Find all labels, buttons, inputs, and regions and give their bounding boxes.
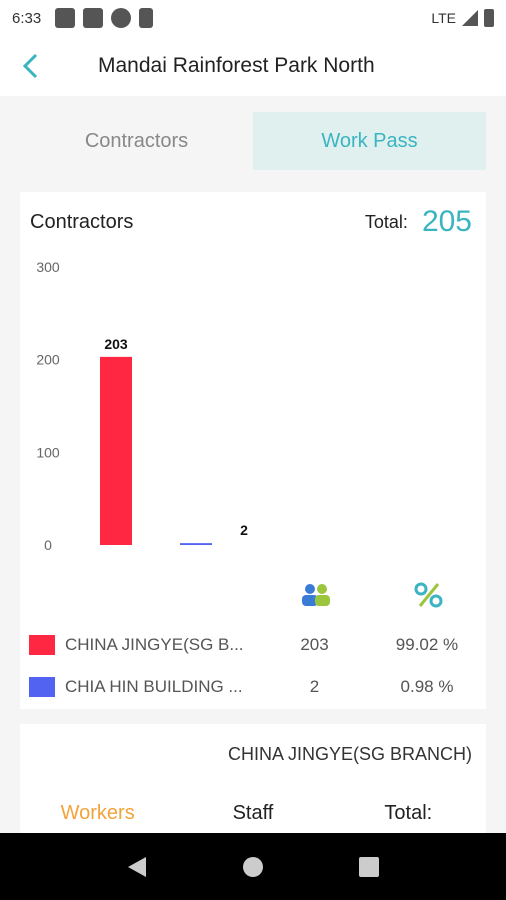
legend-swatch [29, 677, 55, 697]
percent-icon [414, 582, 443, 608]
staff-label[interactable]: Staff [232, 802, 274, 824]
back-nav-button[interactable] [126, 855, 148, 879]
page-title: Mandai Rainforest Park North [98, 54, 375, 77]
workers-label[interactable]: Workers [60, 802, 135, 824]
total-value: 205 [421, 205, 472, 238]
tab-contractors[interactable]: Contractors [84, 129, 189, 152]
signal-icon [462, 10, 478, 26]
legend-swatch [29, 635, 55, 655]
people-icon [302, 584, 330, 606]
legend-count: 203 [300, 635, 329, 654]
legend-percent: 0.98 % [400, 677, 454, 696]
notification-icon [111, 8, 132, 28]
sd-card-icon [139, 8, 154, 28]
y-tick-label: 200 [36, 352, 60, 368]
tab-bar: Contractors Work Pass [20, 112, 486, 170]
app-bar: Mandai Rainforest Park North [0, 36, 506, 96]
back-button[interactable] [0, 36, 60, 96]
total-label: Total: [364, 211, 408, 232]
contractor-detail-card: CHINA JINGYE(SG BRANCH) Workers Staff To… [20, 724, 486, 844]
status-time: 6:33 [12, 9, 42, 27]
y-tick-label: 0 [44, 537, 52, 553]
contractors-chart-card: Contractors Total: 205 0 100 200 300 203 2 CH… [20, 192, 486, 709]
bar-value-label: 203 [104, 336, 128, 352]
network-label: LTE [431, 10, 456, 26]
legend-row[interactable]: CHIA HIN BUILDING ... 2 0.98 % [20, 667, 486, 707]
bar-value-label: 2 [240, 522, 248, 538]
system-nav-bar [0, 833, 506, 900]
column-icons [20, 582, 486, 612]
card-title: Contractors [30, 210, 134, 233]
detail-total-label: Total: [384, 802, 433, 824]
legend-count: 2 [309, 677, 320, 696]
contractor-name: CHINA JINGYE(SG BRANCH) [227, 744, 472, 764]
recents-nav-button[interactable] [358, 856, 380, 878]
legend-row[interactable]: CHINA JINGYE(SG B... 203 99.02 % [20, 625, 486, 665]
bar-chart: 0 100 200 300 203 2 [36, 259, 248, 553]
bar[interactable] [100, 356, 132, 545]
chevron-left-icon [22, 53, 38, 79]
tab-work-pass[interactable]: Work Pass [253, 112, 486, 170]
legend-percent: 99.02 % [395, 635, 459, 654]
legend-name: CHIA HIN BUILDING ... [65, 677, 243, 696]
y-tick-label: 100 [36, 444, 60, 460]
notification-icon [55, 8, 76, 28]
y-tick-label: 300 [36, 259, 60, 275]
bar[interactable] [180, 543, 212, 545]
status-bar: 6:33 LTE [0, 0, 506, 36]
home-nav-button[interactable] [241, 855, 265, 879]
notification-icon [83, 8, 104, 28]
battery-icon [484, 9, 494, 27]
legend-name: CHINA JINGYE(SG B... [65, 635, 244, 654]
